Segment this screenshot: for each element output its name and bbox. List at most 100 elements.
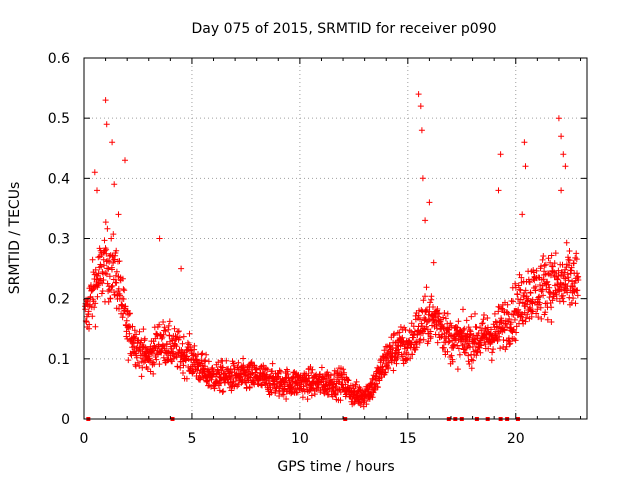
data-point [422, 293, 428, 300]
data-point [465, 352, 472, 359]
data-point [488, 326, 494, 333]
data-point [536, 293, 543, 300]
data-point [106, 273, 113, 280]
data-point [562, 266, 569, 273]
data-point [426, 308, 433, 315]
data-point [566, 248, 573, 254]
data-point [332, 391, 339, 397]
data-point [177, 364, 184, 371]
data-point [490, 346, 497, 353]
data-point [417, 316, 423, 323]
data-point [251, 362, 258, 369]
data-point [165, 322, 172, 329]
data-point [506, 316, 513, 322]
data-point [444, 310, 451, 317]
data-point [484, 324, 491, 331]
data-point [563, 239, 570, 246]
data-point [573, 256, 580, 263]
data-point [511, 316, 518, 323]
data-point [406, 327, 413, 334]
data-point [440, 324, 447, 331]
data-point [119, 275, 126, 282]
data-point [337, 397, 344, 404]
data-point [524, 311, 531, 318]
data-point [234, 383, 241, 390]
data-point [448, 322, 455, 329]
x-tick-label: 5 [187, 431, 196, 447]
data-point [497, 345, 504, 352]
data-point [189, 369, 196, 376]
data-point [428, 293, 435, 300]
data-point [442, 315, 449, 322]
data-point [205, 358, 212, 365]
data-point [82, 306, 89, 313]
data-point [448, 332, 455, 339]
data-point [311, 391, 318, 398]
data-point [538, 263, 544, 270]
data-point [466, 361, 473, 367]
data-point [373, 380, 380, 387]
data-point [525, 295, 532, 302]
data-point [176, 334, 183, 341]
data-point [391, 330, 398, 337]
data-point [108, 284, 115, 290]
data-point [337, 389, 344, 396]
data-point [562, 275, 569, 282]
data-point [551, 260, 558, 267]
data-point [166, 318, 173, 325]
chart-title: Day 075 of 2015, SRMTID for receiver p09… [191, 21, 496, 37]
data-point [541, 262, 548, 269]
data-point [570, 260, 577, 267]
data-point [156, 235, 163, 242]
data-point [473, 324, 480, 331]
data-point [470, 357, 477, 364]
data-point [542, 261, 549, 268]
data-point [404, 356, 411, 363]
data-point [125, 357, 132, 364]
data-point [111, 181, 118, 188]
data-point [460, 346, 467, 353]
data-point [138, 373, 145, 380]
data-point [203, 351, 210, 358]
data-point [169, 358, 176, 365]
data-point [535, 314, 542, 321]
data-point [115, 211, 122, 218]
data-point [99, 280, 106, 287]
data-point [512, 280, 519, 287]
data-point [553, 295, 560, 302]
data-point [166, 332, 173, 339]
data-point [161, 324, 168, 331]
data-point [548, 319, 555, 325]
data-point [514, 291, 521, 298]
data-point [574, 287, 581, 294]
data-point [554, 276, 561, 282]
data-point [175, 328, 182, 335]
data-point [527, 290, 534, 296]
data-point [99, 288, 106, 294]
data-point [410, 334, 417, 341]
data-point [504, 301, 511, 308]
data-point [574, 292, 581, 299]
data-point [518, 274, 525, 281]
data-point [85, 308, 92, 315]
data-point [89, 287, 96, 294]
data-point [417, 103, 424, 110]
x-tick-label: 10 [291, 431, 309, 447]
data-point [522, 287, 529, 294]
data-point [535, 294, 542, 301]
data-point [215, 359, 222, 366]
data-point [396, 329, 403, 336]
data-point [229, 369, 236, 376]
data-point [324, 369, 331, 376]
data-point [393, 360, 400, 367]
data-points [82, 91, 582, 410]
x-tick-label: 15 [399, 431, 417, 447]
axis-ticks [83, 57, 587, 420]
data-point [199, 350, 206, 357]
data-point [342, 381, 349, 388]
data-point [402, 326, 409, 333]
data-point [540, 253, 547, 259]
data-point [363, 401, 370, 408]
data-point [420, 336, 427, 343]
data-point [568, 264, 575, 271]
